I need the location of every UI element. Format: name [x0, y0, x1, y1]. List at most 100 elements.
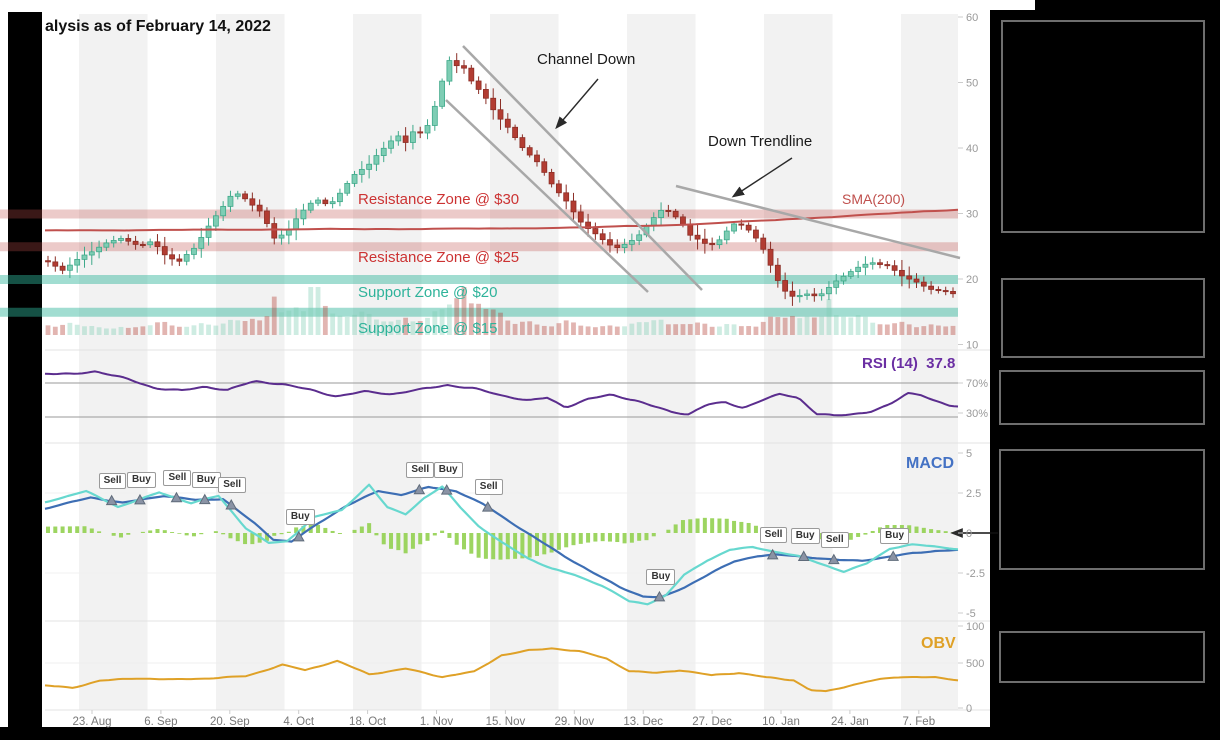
volume-bar	[644, 322, 649, 335]
candle-up	[344, 183, 351, 194]
volume-bar	[622, 326, 627, 335]
macd-histogram-bar	[440, 530, 445, 533]
macd-histogram-bar	[483, 533, 488, 559]
macd-axis-tick: 0	[966, 528, 972, 540]
macd-histogram-bar	[921, 527, 926, 533]
volume-bar	[804, 316, 810, 335]
candle-up	[300, 209, 307, 220]
candle-down	[913, 278, 920, 283]
macd-histogram-bar	[316, 524, 321, 533]
candle-up	[88, 251, 95, 256]
x-axis-label: 4. Oct	[283, 716, 314, 728]
volume-bar	[468, 303, 474, 335]
macd-histogram-bar	[403, 533, 408, 554]
candle-down	[59, 265, 66, 271]
macd-histogram-bar	[148, 530, 153, 533]
volume-bar	[870, 322, 876, 335]
volume-bar	[155, 322, 160, 335]
signal-label-sell: Sell	[98, 472, 127, 489]
volume-bar	[556, 323, 562, 335]
volume-bar	[673, 324, 679, 335]
candle-up	[81, 254, 88, 260]
candle-up	[110, 240, 117, 244]
macd-histogram-bar	[651, 533, 656, 537]
volume-bar	[461, 287, 467, 335]
volume-bar	[264, 316, 270, 335]
volume-bar	[592, 327, 598, 335]
background-stripe	[79, 14, 148, 710]
volume-bar	[665, 324, 671, 335]
volume-bar	[191, 325, 197, 335]
volume-bar	[242, 321, 248, 335]
volume-bar	[811, 317, 817, 335]
macd-histogram-bar	[863, 533, 868, 535]
candle-down	[585, 221, 591, 229]
candle-down	[607, 239, 613, 246]
signal-label-sell: Sell	[218, 476, 247, 493]
background-stripe	[216, 14, 285, 710]
macd-histogram-bar	[476, 533, 481, 558]
candle-up	[826, 286, 832, 295]
volume-bar	[519, 321, 525, 335]
candle-down	[52, 261, 59, 267]
signal-marker-sell	[413, 483, 426, 495]
volume-bar	[724, 324, 730, 335]
volume-bar	[549, 326, 554, 335]
macd-histogram-bar	[367, 523, 372, 533]
redacted-box-5	[999, 631, 1205, 683]
volume-bar	[366, 313, 372, 335]
obv-axis-tick: 500	[966, 658, 984, 670]
volume-bar	[738, 326, 744, 335]
volume-bar	[855, 315, 861, 335]
volume-bar	[118, 326, 124, 335]
volume-bar	[483, 308, 489, 335]
volume-bar	[826, 299, 832, 335]
channel-down-annotation: Channel Down	[537, 51, 636, 68]
candle-up	[424, 125, 431, 134]
candle-down	[161, 246, 168, 256]
macd-histogram-bar	[527, 533, 532, 558]
volume-bar	[950, 325, 956, 335]
page-title: alysis as of February 14, 2022	[45, 18, 271, 35]
volume-bar	[731, 324, 737, 335]
volume-bar	[928, 324, 934, 335]
volume-bar	[505, 320, 511, 335]
rsi-indicator-label: RSI (14) 37.8	[862, 355, 956, 372]
macd-histogram-bar	[396, 533, 401, 551]
macd-histogram-bar	[943, 531, 948, 533]
signal-label-buy: Buy	[126, 471, 156, 488]
volume-bar	[220, 323, 226, 335]
macd-histogram-bar	[578, 533, 583, 544]
candle-up	[198, 237, 205, 249]
volume-bar	[359, 311, 365, 335]
top-right-black-corner	[1035, 0, 1220, 12]
volume-bar	[439, 309, 445, 335]
candle-down	[132, 240, 139, 245]
macd-histogram-bar	[410, 533, 415, 549]
candle-up	[293, 218, 300, 230]
candle-down	[570, 200, 577, 213]
volume-bar	[176, 326, 182, 335]
volume-bar	[60, 324, 65, 335]
candle-down	[745, 224, 752, 231]
macd-histogram-bar	[191, 533, 196, 537]
volume-bar	[614, 326, 620, 335]
candle-down	[709, 242, 716, 246]
volume-bar	[884, 324, 890, 335]
signal-marker-sell	[170, 491, 183, 503]
candle-up	[410, 131, 416, 143]
macd-histogram-bar	[556, 533, 561, 550]
candle-up	[205, 225, 212, 238]
candle-up	[636, 234, 643, 241]
candle-up	[446, 60, 453, 82]
candle-up	[183, 254, 190, 262]
volume-bar	[797, 318, 803, 335]
macd-histogram-bar	[666, 529, 671, 533]
volume-bar	[906, 324, 912, 335]
macd-histogram-bar	[549, 533, 554, 553]
macd-histogram-bar	[491, 533, 496, 560]
volume-bar	[395, 319, 401, 335]
candle-down	[169, 254, 175, 260]
volume-bar	[702, 323, 708, 335]
